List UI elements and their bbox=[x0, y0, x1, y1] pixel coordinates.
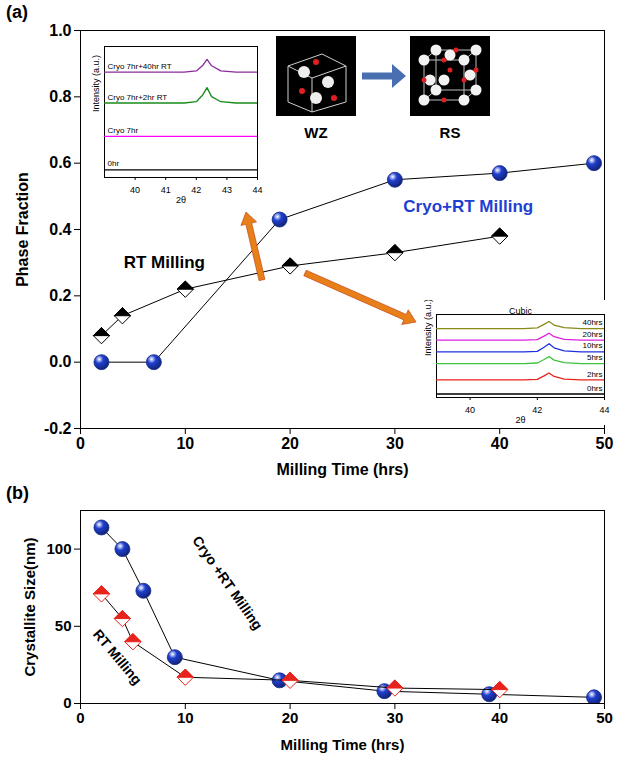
svg-text:10: 10 bbox=[176, 435, 194, 452]
svg-text:44: 44 bbox=[599, 405, 609, 415]
svg-text:40hrs: 40hrs bbox=[582, 318, 602, 327]
svg-text:44: 44 bbox=[252, 185, 262, 195]
html-text:(a): (a) bbox=[6, 2, 28, 22]
svg-text:0.2: 0.2 bbox=[49, 287, 71, 304]
svg-text:Intensity (a.u.): Intensity (a.u.) bbox=[423, 300, 433, 356]
svg-text:Cryo 7hr+40hr RT: Cryo 7hr+40hr RT bbox=[108, 62, 172, 71]
svg-text:2hrs: 2hrs bbox=[587, 370, 603, 379]
svg-text:100: 100 bbox=[46, 540, 71, 557]
svg-text:42: 42 bbox=[532, 405, 542, 415]
svg-text:RT Milling: RT Milling bbox=[90, 626, 145, 688]
svg-text:40: 40 bbox=[130, 185, 140, 195]
svg-text:WZ: WZ bbox=[304, 124, 327, 141]
svg-text:Cryo 7hr: Cryo 7hr bbox=[108, 126, 139, 135]
svg-text:0: 0 bbox=[63, 694, 71, 711]
svg-text:-0.2: -0.2 bbox=[44, 420, 72, 437]
svg-text:0: 0 bbox=[76, 435, 85, 452]
svg-text:0.6: 0.6 bbox=[49, 154, 71, 171]
svg-text:0.0: 0.0 bbox=[49, 353, 71, 370]
svg-text:40: 40 bbox=[465, 405, 475, 415]
svg-text:1.0: 1.0 bbox=[49, 22, 71, 39]
svg-text:Milling Time (hrs): Milling Time (hrs) bbox=[281, 736, 405, 753]
svg-text:Cubic: Cubic bbox=[509, 306, 533, 316]
svg-text:20: 20 bbox=[282, 709, 299, 726]
svg-text:5hrs: 5hrs bbox=[587, 353, 603, 362]
svg-text:41: 41 bbox=[161, 185, 171, 195]
svg-text:RS: RS bbox=[440, 124, 461, 141]
svg-text:Cryo 7hr+2hr RT: Cryo 7hr+2hr RT bbox=[108, 93, 168, 102]
svg-text:Cryo+RT Milling: Cryo+RT Milling bbox=[403, 197, 533, 216]
svg-text:Phase Fraction: Phase Fraction bbox=[14, 172, 31, 287]
html-text:(b): (b) bbox=[6, 483, 29, 503]
svg-text:2θ: 2θ bbox=[515, 415, 525, 425]
svg-text:50: 50 bbox=[55, 617, 72, 634]
svg-text:0hrs: 0hrs bbox=[587, 384, 603, 393]
svg-text:Milling Time (hrs): Milling Time (hrs) bbox=[276, 461, 408, 478]
svg-text:30: 30 bbox=[387, 709, 404, 726]
svg-text:Crystallite Size(nm): Crystallite Size(nm) bbox=[21, 537, 38, 676]
svg-text:50: 50 bbox=[596, 709, 613, 726]
svg-text:RT Milling: RT Milling bbox=[124, 253, 205, 272]
svg-text:42: 42 bbox=[191, 185, 201, 195]
svg-text:43: 43 bbox=[222, 185, 232, 195]
svg-text:0: 0 bbox=[76, 709, 84, 726]
svg-text:0hr: 0hr bbox=[108, 159, 120, 168]
svg-text:0.8: 0.8 bbox=[49, 88, 71, 105]
svg-text:20hrs: 20hrs bbox=[582, 330, 602, 339]
svg-text:10hrs: 10hrs bbox=[582, 341, 602, 350]
svg-text:20: 20 bbox=[281, 435, 299, 452]
svg-text:Cryo +RT Milling: Cryo +RT Milling bbox=[189, 533, 266, 633]
svg-text:30: 30 bbox=[386, 435, 404, 452]
svg-text:0.4: 0.4 bbox=[49, 221, 71, 238]
svg-text:Intensity (a.u.): Intensity (a.u.) bbox=[91, 55, 101, 112]
svg-text:40: 40 bbox=[491, 435, 509, 452]
svg-text:2θ: 2θ bbox=[176, 195, 186, 205]
svg-text:50: 50 bbox=[596, 435, 614, 452]
svg-text:10: 10 bbox=[177, 709, 194, 726]
svg-text:40: 40 bbox=[491, 709, 508, 726]
